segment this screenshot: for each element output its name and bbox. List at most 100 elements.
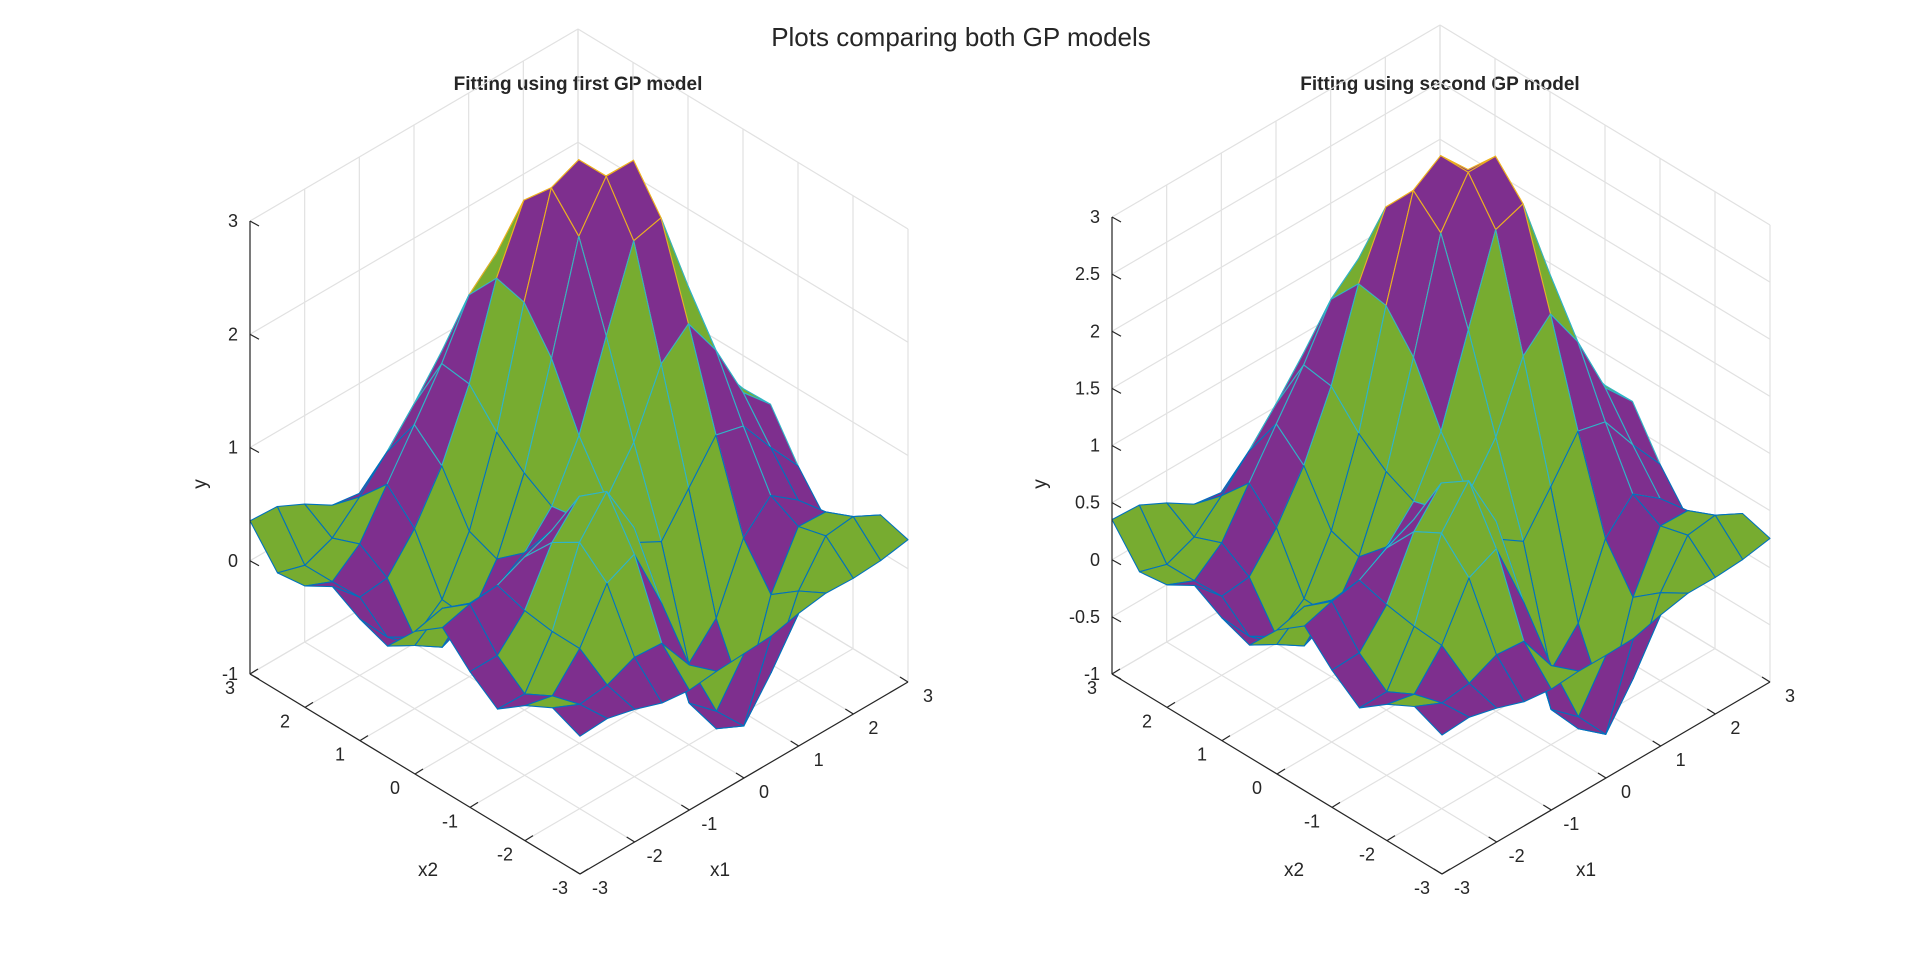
x1-tick-label: 3 — [923, 686, 933, 706]
figure-title: Plots comparing both GP models — [771, 22, 1151, 52]
x2-tick-label: 0 — [1252, 778, 1262, 798]
y-tick-label: 2.5 — [1075, 264, 1100, 284]
x1-tick-label: -3 — [592, 878, 608, 898]
x2-tick-label: 3 — [225, 678, 235, 698]
x1-tick-label: 1 — [1676, 750, 1686, 770]
x1-tick-label: -3 — [1454, 878, 1470, 898]
y-tick-mark — [1111, 444, 1122, 452]
x2-tick-mark — [249, 668, 259, 675]
x2-tick-mark — [359, 735, 369, 742]
y-tick-mark — [249, 220, 260, 227]
x2-tick-label: 2 — [280, 711, 290, 731]
y-tick-mark — [249, 333, 260, 340]
y-tick-label: 3 — [1090, 207, 1100, 227]
x2-tick-label: 0 — [390, 778, 400, 798]
surface-plot — [1111, 155, 1771, 736]
x2-tick-label: -1 — [442, 811, 458, 831]
y-tick-mark — [1111, 273, 1122, 280]
y-tick-label: -0.5 — [1069, 607, 1100, 627]
y-tick-label: 0.5 — [1075, 493, 1100, 513]
x2-tick-mark — [1111, 668, 1121, 675]
x2-tick-label: 3 — [1087, 678, 1097, 698]
x2-axis-label: x2 — [1284, 860, 1304, 881]
x1-tick-mark — [1488, 836, 1497, 843]
wall-gridline — [249, 28, 579, 222]
x1-tick-mark — [1761, 676, 1771, 683]
y-tick-label: 0 — [1090, 550, 1100, 570]
surface-patch — [551, 703, 608, 737]
x1-axis-label: x1 — [1576, 860, 1596, 881]
x1-tick-mark — [845, 708, 854, 715]
x1-tick-label: -1 — [701, 814, 717, 834]
x2-tick-mark — [1166, 701, 1176, 708]
axes-lines — [249, 220, 909, 875]
x2-tick-label: 1 — [1197, 745, 1207, 765]
y-tick-mark — [1111, 216, 1122, 223]
wall-gridline — [1111, 138, 1441, 332]
x2-axis-label: x2 — [418, 860, 438, 881]
x1-tick-mark — [681, 804, 690, 811]
y-tick-label: -1 — [1084, 664, 1100, 684]
x2-tick-mark — [469, 801, 479, 808]
x1-tick-label: 0 — [1621, 782, 1631, 802]
x1-tick-mark — [626, 836, 635, 843]
x2-tick-mark — [1276, 768, 1286, 775]
y-axis-label: y — [1030, 479, 1051, 489]
wall-gridline — [577, 28, 909, 230]
wall-gridline — [249, 141, 579, 335]
y-tick-mark — [1111, 330, 1122, 337]
x2-tick-label: 1 — [335, 745, 345, 765]
x1-tick-label: 2 — [868, 718, 878, 738]
y-tick-label: 2 — [228, 324, 238, 344]
x2-tick-mark — [304, 701, 314, 708]
x1-tick-mark — [1433, 868, 1443, 875]
x1-tick-label: -2 — [647, 846, 663, 866]
x1-tick-label: -2 — [1509, 846, 1525, 866]
x1-tick-mark — [899, 676, 909, 683]
y-tick-label: 0 — [228, 551, 238, 571]
x1-tick-mark — [1597, 772, 1607, 779]
x1-tick-label: 3 — [1785, 686, 1795, 706]
y-tick-label: 3 — [228, 211, 238, 231]
y-tick-mark — [1111, 616, 1122, 623]
x2-tick-mark — [1221, 735, 1231, 742]
x2-tick-mark — [414, 768, 424, 775]
y-tick-label: 1 — [228, 438, 238, 458]
surface-plot — [249, 159, 909, 737]
y-tick-label: -1 — [222, 664, 238, 684]
y-tick-label: 2 — [1090, 321, 1100, 341]
y-tick-mark — [1111, 559, 1122, 566]
y-tick-label: 1.5 — [1075, 378, 1100, 398]
wall-gridline — [1111, 81, 1441, 275]
plot-panel-second-gp: Fitting using second GP model -3-2-10123… — [1030, 24, 1795, 898]
x2-tick-label: -2 — [1359, 845, 1375, 865]
x1-axis-label: x1 — [710, 860, 730, 881]
x2-tick-label: -1 — [1304, 811, 1320, 831]
y-tick-mark — [249, 673, 260, 680]
x2-tick-mark — [1386, 835, 1396, 842]
y-tick-mark — [249, 446, 260, 454]
x2-tick-mark — [524, 835, 534, 842]
x2-tick-mark — [1441, 868, 1451, 875]
x2-tick-label: -2 — [497, 845, 513, 865]
x1-tick-label: 1 — [814, 750, 824, 770]
x1-tick-label: 0 — [759, 782, 769, 802]
x1-tick-mark — [1707, 708, 1716, 715]
surface-patch — [1413, 702, 1470, 736]
axes-lines — [1111, 216, 1771, 875]
x2-tick-label: 2 — [1142, 711, 1152, 731]
wall-gridline — [1439, 24, 1771, 226]
plot-panel-first-gp: Fitting using first GP model -3-2-10123-… — [190, 28, 933, 898]
wall-gridline — [1111, 24, 1441, 218]
x1-tick-mark — [571, 868, 581, 875]
y-tick-mark — [249, 560, 260, 567]
x1-tick-mark — [735, 772, 745, 779]
x1-tick-label: 2 — [1730, 718, 1740, 738]
y-tick-label: 1 — [1090, 436, 1100, 456]
x1-tick-mark — [790, 740, 799, 747]
x1-tick-mark — [1543, 804, 1552, 811]
floor-gridline — [524, 648, 854, 842]
